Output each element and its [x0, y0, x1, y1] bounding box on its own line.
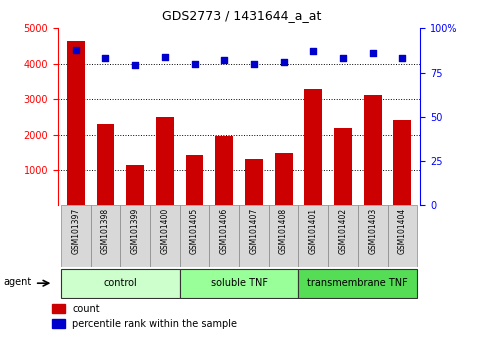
Bar — [52, 319, 65, 329]
Point — [310, 48, 317, 54]
Text: GSM101401: GSM101401 — [309, 208, 318, 254]
Point — [72, 47, 80, 52]
Text: GSM101408: GSM101408 — [279, 208, 288, 254]
Text: count: count — [72, 304, 100, 314]
Bar — [334, 128, 352, 205]
Bar — [298, 269, 417, 297]
Text: GSM101406: GSM101406 — [220, 208, 229, 254]
Text: GSM101403: GSM101403 — [368, 208, 377, 254]
Point — [250, 61, 258, 67]
Bar — [180, 269, 298, 297]
Text: agent: agent — [3, 276, 31, 287]
Text: percentile rank within the sample: percentile rank within the sample — [72, 319, 238, 329]
Bar — [52, 304, 65, 314]
Bar — [61, 269, 180, 297]
Text: control: control — [103, 278, 137, 288]
Point — [220, 57, 228, 63]
Bar — [180, 205, 210, 267]
Bar — [394, 120, 412, 205]
Bar — [275, 153, 293, 205]
Text: GSM101404: GSM101404 — [398, 208, 407, 254]
Text: GSM101399: GSM101399 — [131, 208, 140, 254]
Bar — [210, 205, 239, 267]
Bar — [67, 41, 85, 205]
Text: GSM101397: GSM101397 — [71, 208, 80, 254]
Point — [369, 50, 377, 56]
Point — [101, 56, 109, 61]
Point — [398, 56, 406, 61]
Bar — [215, 136, 233, 205]
Text: GSM101402: GSM101402 — [339, 208, 347, 254]
Bar — [185, 155, 203, 205]
Bar — [239, 205, 269, 267]
Point — [339, 56, 347, 61]
Text: GSM101405: GSM101405 — [190, 208, 199, 254]
Text: GSM101407: GSM101407 — [249, 208, 258, 254]
Bar — [269, 205, 298, 267]
Bar — [328, 205, 358, 267]
Bar — [91, 205, 120, 267]
Bar — [61, 205, 91, 267]
Bar — [97, 124, 114, 205]
Point — [191, 61, 199, 67]
Bar — [387, 205, 417, 267]
Bar — [364, 95, 382, 205]
Bar — [156, 117, 174, 205]
Point — [280, 59, 287, 65]
Text: soluble TNF: soluble TNF — [211, 278, 268, 288]
Bar — [298, 205, 328, 267]
Bar — [358, 205, 387, 267]
Text: transmembrane TNF: transmembrane TNF — [308, 278, 408, 288]
Text: GDS2773 / 1431644_a_at: GDS2773 / 1431644_a_at — [162, 9, 321, 22]
Text: GSM101398: GSM101398 — [101, 208, 110, 254]
Bar — [126, 165, 144, 205]
Bar — [120, 205, 150, 267]
Bar — [304, 88, 322, 205]
Point — [131, 63, 139, 68]
Bar — [245, 159, 263, 205]
Text: GSM101400: GSM101400 — [160, 208, 170, 254]
Bar — [150, 205, 180, 267]
Point — [161, 54, 169, 59]
